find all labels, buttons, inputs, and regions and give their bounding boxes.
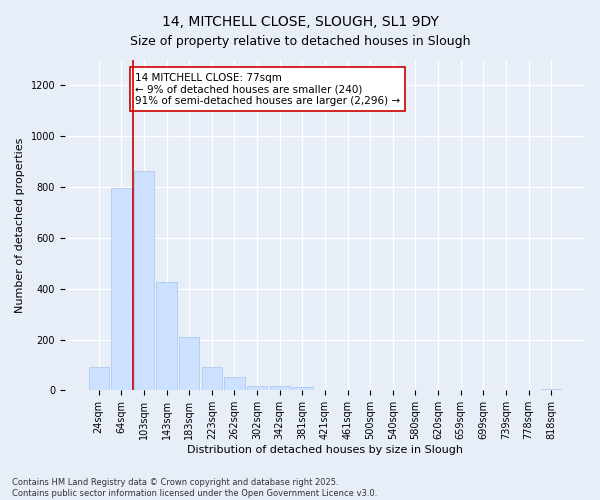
Bar	[134, 170, 154, 390]
Bar	[269, 386, 290, 390]
Bar	[224, 377, 245, 390]
Text: Contains HM Land Registry data © Crown copyright and database right 2025.
Contai: Contains HM Land Registry data © Crown c…	[12, 478, 377, 498]
Text: 14 MITCHELL CLOSE: 77sqm
← 9% of detached houses are smaller (240)
91% of semi-d: 14 MITCHELL CLOSE: 77sqm ← 9% of detache…	[135, 72, 400, 106]
Bar	[89, 368, 109, 390]
Y-axis label: Number of detached properties: Number of detached properties	[15, 138, 25, 313]
Bar	[157, 282, 177, 391]
Text: Size of property relative to detached houses in Slough: Size of property relative to detached ho…	[130, 35, 470, 48]
Bar	[111, 188, 131, 390]
Bar	[247, 386, 267, 390]
Bar	[179, 337, 199, 390]
Bar	[292, 388, 313, 390]
Text: 14, MITCHELL CLOSE, SLOUGH, SL1 9DY: 14, MITCHELL CLOSE, SLOUGH, SL1 9DY	[161, 15, 439, 29]
Bar	[202, 368, 222, 390]
X-axis label: Distribution of detached houses by size in Slough: Distribution of detached houses by size …	[187, 445, 463, 455]
Bar	[541, 389, 562, 390]
